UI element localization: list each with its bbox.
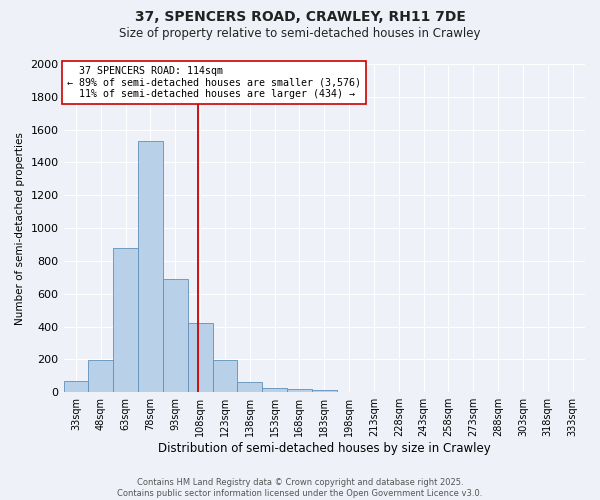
Bar (212, 360, 238, 392)
Bar (113, 248, 138, 392)
Bar (163, 280, 188, 392)
Bar (238, 382, 262, 392)
Bar (312, 390, 337, 392)
Text: Size of property relative to semi-detached houses in Crawley: Size of property relative to semi-detach… (119, 28, 481, 40)
Text: 37 SPENCERS ROAD: 114sqm
← 89% of semi-detached houses are smaller (3,576)
  11%: 37 SPENCERS ROAD: 114sqm ← 89% of semi-d… (67, 66, 361, 99)
Bar (188, 324, 212, 392)
Bar (287, 389, 312, 392)
Text: 37, SPENCERS ROAD, CRAWLEY, RH11 7DE: 37, SPENCERS ROAD, CRAWLEY, RH11 7DE (134, 10, 466, 24)
Bar (138, 141, 163, 392)
X-axis label: Distribution of semi-detached houses by size in Crawley: Distribution of semi-detached houses by … (158, 442, 491, 455)
Text: Contains HM Land Registry data © Crown copyright and database right 2025.
Contai: Contains HM Land Registry data © Crown c… (118, 478, 482, 498)
Bar (88, 360, 113, 392)
Y-axis label: Number of semi-detached properties: Number of semi-detached properties (15, 132, 25, 324)
Bar (64, 380, 88, 392)
Bar (262, 388, 287, 392)
